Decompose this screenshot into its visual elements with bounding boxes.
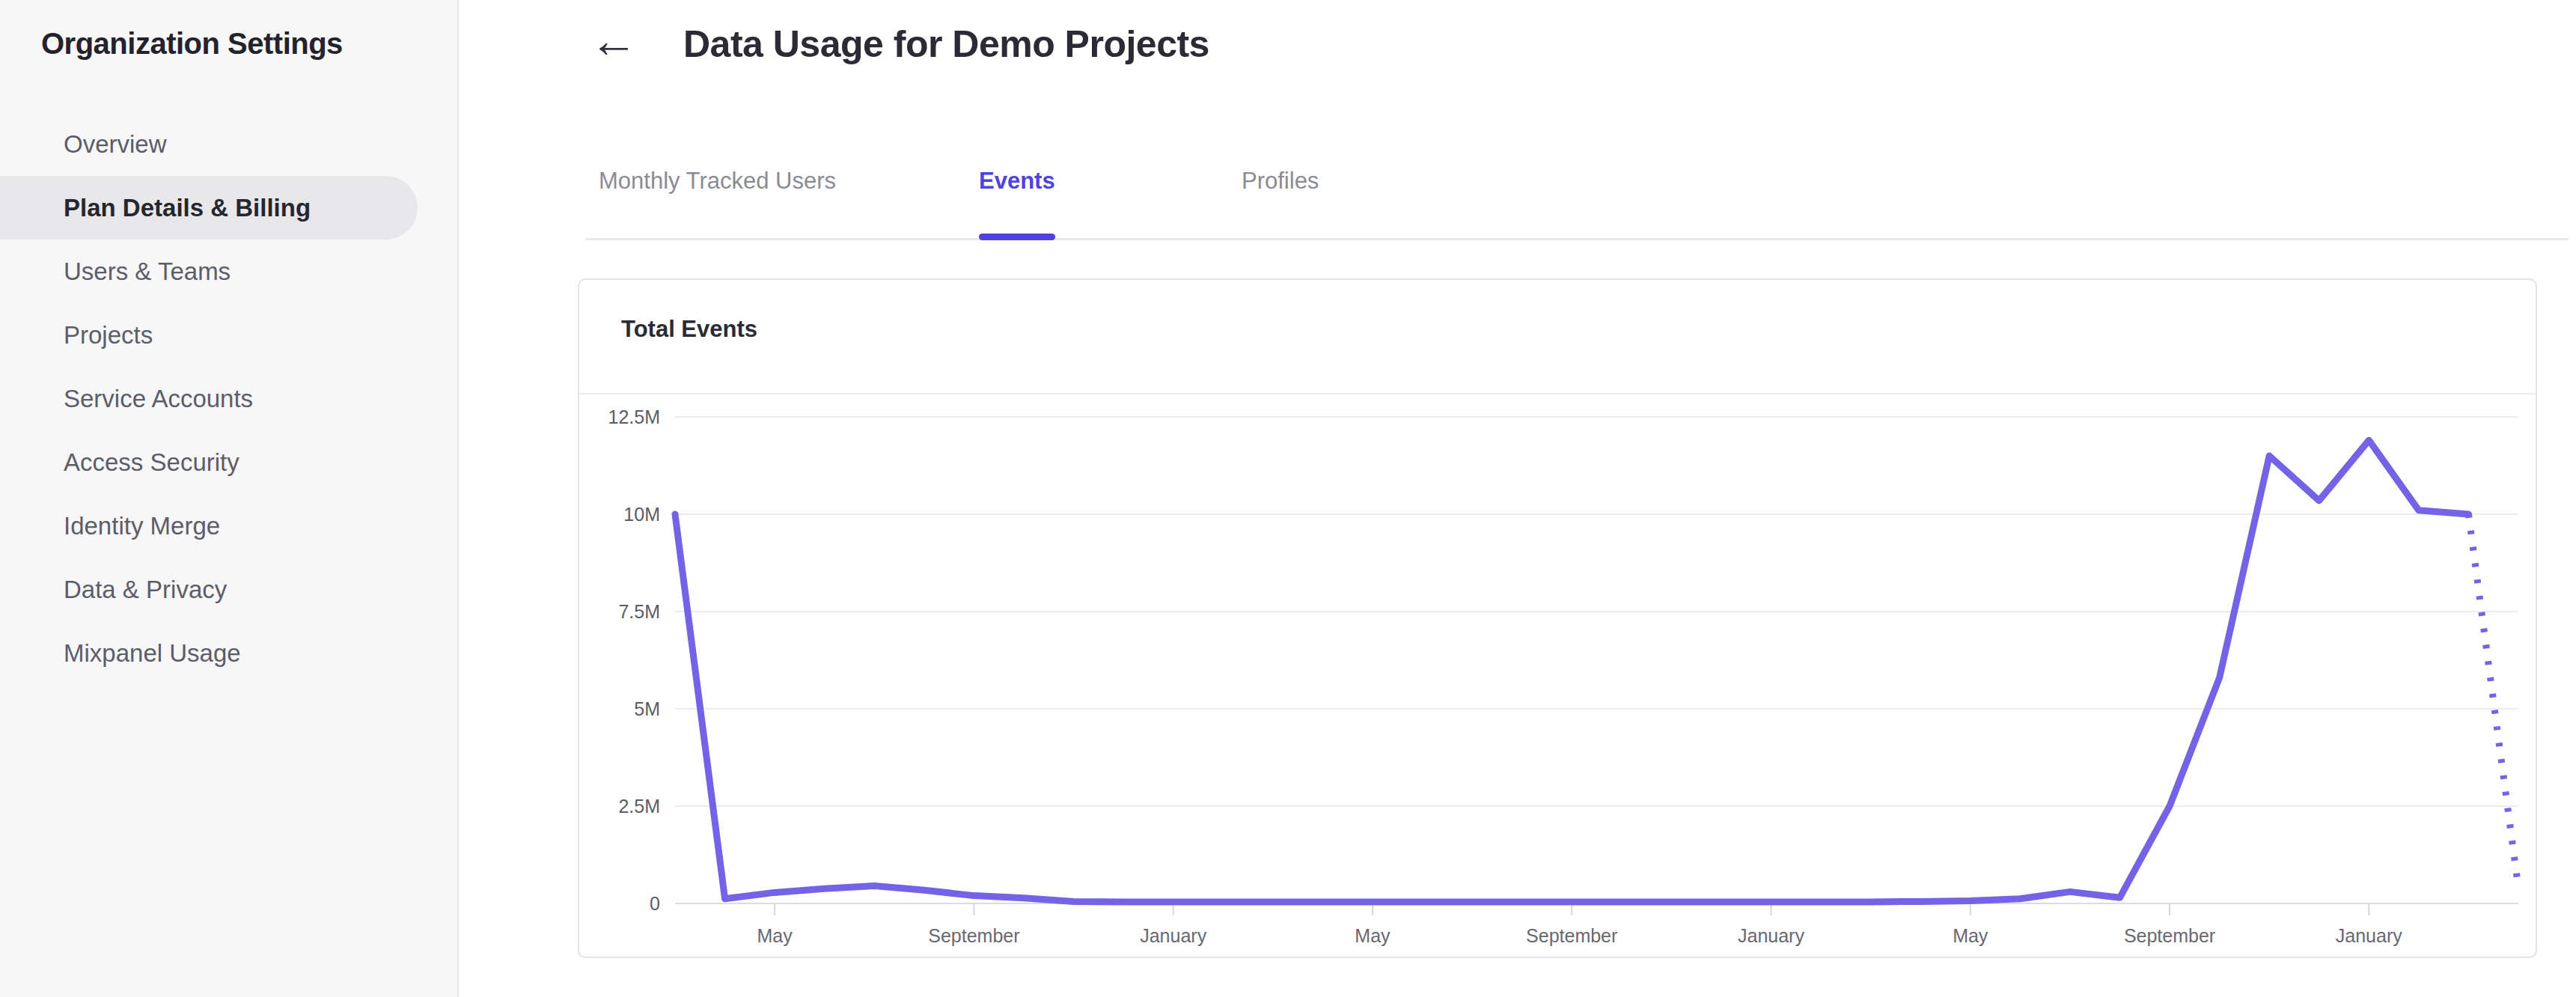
tabs-divider: [586, 238, 2569, 240]
x-tick-label-January-8: January: [2336, 925, 2402, 946]
x-tick-label-May-0: May: [757, 925, 793, 946]
tab-monthly-tracked-users[interactable]: Monthly Tracked Users: [599, 168, 836, 195]
sidebar-item-projects[interactable]: Projects: [0, 303, 459, 367]
x-tick-label-May-3: May: [1355, 925, 1391, 946]
x-tick-label-September-4: September: [1526, 925, 1617, 946]
total-events-projection-dotted: [2468, 514, 2518, 888]
x-tick-label-January-2: January: [1140, 925, 1206, 946]
tab-profiles[interactable]: Profiles: [1242, 168, 1319, 195]
sidebar-item-plan-details-billing[interactable]: Plan Details & Billing: [0, 176, 418, 240]
y-tick-label-12.5M: 12.5M: [608, 406, 660, 427]
tab-events[interactable]: Events: [979, 168, 1055, 195]
sidebar-item-users-teams[interactable]: Users & Teams: [0, 240, 459, 303]
y-tick-label-10M: 10M: [623, 504, 660, 525]
sidebar: Organization Settings OverviewPlan Detai…: [0, 0, 459, 997]
sidebar-title: Organization Settings: [41, 27, 343, 61]
sidebar-nav: OverviewPlan Details & BillingUsers & Te…: [0, 112, 459, 685]
total-events-line: [675, 440, 2468, 902]
back-arrow-icon[interactable]: ←: [590, 16, 638, 64]
sidebar-item-identity-merge[interactable]: Identity Merge: [0, 494, 459, 558]
x-tick-label-September-1: September: [928, 925, 1019, 946]
y-tick-label-5M: 5M: [634, 698, 660, 719]
usage-chart-card: Total Events 0 2.5M 5M 7.5M 10M 12.5M May Septe…: [578, 278, 2537, 958]
active-tab-indicator: [979, 234, 1055, 240]
x-tick-label-May-6: May: [1953, 925, 1989, 946]
x-tick-label-January-5: January: [1738, 925, 1804, 946]
sidebar-item-access-security[interactable]: Access Security: [0, 430, 459, 494]
sidebar-item-overview[interactable]: Overview: [0, 112, 459, 176]
total-events-chart: 0 2.5M 5M 7.5M 10M 12.5M May September January Ma…: [579, 396, 2536, 957]
sidebar-item-mixpanel-usage[interactable]: Mixpanel Usage: [0, 621, 459, 685]
sidebar-item-data-privacy[interactable]: Data & Privacy: [0, 558, 459, 621]
page-title: Data Usage for Demo Projects: [683, 22, 1209, 66]
card-title: Total Events: [621, 316, 757, 343]
x-tick-label-September-7: September: [2124, 925, 2215, 946]
sidebar-item-service-accounts[interactable]: Service Accounts: [0, 367, 459, 430]
y-tick-label-0: 0: [650, 893, 660, 914]
y-tick-label-7.5M: 7.5M: [618, 601, 660, 622]
page: Organization Settings OverviewPlan Detai…: [0, 0, 2576, 997]
y-tick-label-2.5M: 2.5M: [618, 796, 660, 817]
card-header: Total Events: [579, 280, 2536, 394]
